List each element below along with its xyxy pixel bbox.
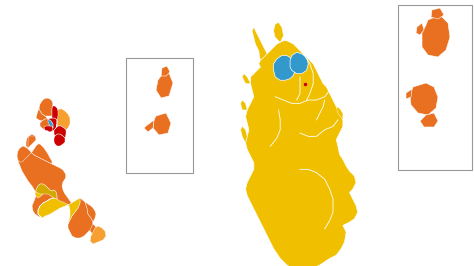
Polygon shape [252, 27, 267, 60]
Polygon shape [54, 134, 65, 146]
Polygon shape [161, 66, 170, 76]
Polygon shape [48, 119, 53, 128]
Polygon shape [410, 83, 438, 115]
Polygon shape [242, 74, 250, 84]
Bar [398, 5, 472, 170]
Polygon shape [52, 106, 58, 130]
Polygon shape [420, 113, 438, 127]
Polygon shape [68, 198, 93, 238]
Polygon shape [54, 126, 66, 138]
Polygon shape [246, 41, 358, 266]
Polygon shape [241, 126, 247, 143]
Polygon shape [153, 113, 171, 135]
Polygon shape [36, 108, 48, 121]
Polygon shape [36, 184, 57, 199]
Polygon shape [44, 126, 53, 132]
Polygon shape [241, 100, 247, 110]
Polygon shape [422, 15, 450, 57]
Polygon shape [406, 89, 412, 99]
Polygon shape [39, 98, 53, 116]
Polygon shape [48, 118, 57, 132]
Polygon shape [90, 226, 106, 244]
Polygon shape [336, 107, 343, 120]
Polygon shape [26, 134, 36, 148]
Polygon shape [17, 144, 52, 164]
Polygon shape [40, 119, 53, 132]
Polygon shape [156, 73, 173, 98]
Polygon shape [85, 202, 96, 222]
Polygon shape [273, 23, 283, 42]
Polygon shape [416, 23, 424, 35]
Polygon shape [273, 56, 295, 80]
Polygon shape [431, 8, 444, 19]
Polygon shape [54, 109, 70, 130]
Polygon shape [28, 136, 36, 148]
Polygon shape [17, 146, 98, 241]
Polygon shape [290, 52, 308, 74]
Polygon shape [144, 120, 154, 132]
Polygon shape [35, 184, 57, 218]
Polygon shape [38, 198, 80, 224]
Bar [126, 58, 193, 173]
